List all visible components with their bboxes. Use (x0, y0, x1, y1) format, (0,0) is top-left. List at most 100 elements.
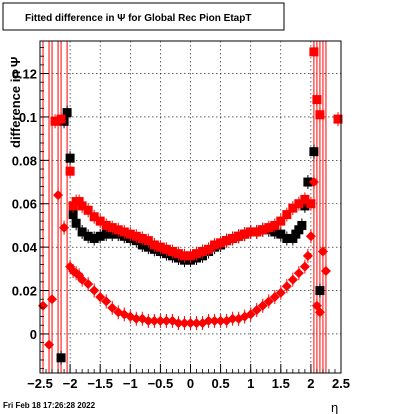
data-point-square (297, 220, 307, 230)
data-point-diamond (47, 294, 58, 305)
data-point-diamond (305, 231, 316, 242)
data-point-square (258, 225, 268, 235)
data-point-square (137, 233, 147, 243)
data-point-diamond (191, 318, 202, 329)
data-point-square (179, 251, 189, 261)
data-point-square (216, 238, 226, 248)
x-tick-label: −2 (63, 376, 78, 391)
data-point-square (186, 251, 195, 261)
data-point-square (89, 212, 99, 222)
data-point-diamond (161, 315, 172, 326)
data-points (38, 44, 343, 365)
data-point-diamond (101, 296, 112, 307)
data-point-square (222, 236, 232, 246)
data-point-square (95, 216, 105, 226)
data-point-diamond (302, 250, 313, 261)
x-tick-label: −1.5 (87, 376, 113, 391)
data-point-square (155, 242, 165, 252)
data-point-square (198, 246, 208, 256)
y-tick-label: 0.04 (12, 240, 38, 255)
data-point-square (294, 199, 304, 209)
y-tick-label: 0.12 (12, 67, 37, 82)
data-point-square (288, 203, 298, 213)
x-tick-label: 2.5 (332, 376, 350, 391)
data-point-square (282, 210, 292, 220)
data-point-square (173, 249, 183, 259)
y-tick-label: 0.1 (19, 110, 37, 125)
data-point-square (101, 229, 111, 239)
data-point-square (113, 225, 123, 235)
data-point-diamond (59, 222, 70, 233)
data-point-diamond (317, 246, 328, 257)
data-point-square (125, 229, 135, 239)
data-point-diamond (107, 302, 118, 313)
data-point-diamond (269, 292, 280, 303)
data-point-square (50, 116, 60, 126)
y-tick-label: 0.02 (12, 284, 37, 299)
data-point-diamond (281, 281, 292, 292)
data-point-square (65, 166, 75, 176)
data-point-diamond (314, 307, 325, 318)
data-point-square (333, 114, 343, 124)
x-tick-label: 2 (307, 376, 314, 391)
data-point-diamond (179, 318, 190, 329)
data-point-diamond (143, 315, 154, 326)
data-point-square (143, 236, 153, 246)
data-point-diamond (299, 261, 310, 272)
data-point-square (77, 201, 87, 211)
data-point-diamond (275, 287, 286, 298)
data-point-diamond (77, 274, 88, 285)
data-point-square (234, 231, 244, 241)
x-tick-label: 0 (187, 376, 194, 391)
data-point-square (270, 220, 280, 230)
data-point-square (62, 108, 72, 118)
data-point-diamond (293, 268, 304, 279)
data-point-square (309, 147, 319, 157)
data-point-square (68, 210, 78, 220)
data-point-square (264, 223, 274, 233)
data-point-square (65, 153, 75, 163)
data-point-square (192, 249, 202, 259)
y-tick-label: 0 (30, 327, 37, 342)
data-point-square (167, 246, 177, 256)
data-point-diamond (263, 296, 274, 307)
x-axis-label: η (331, 400, 338, 414)
data-point-square (77, 227, 87, 237)
data-point-square (228, 233, 238, 243)
data-point-diamond (257, 300, 268, 311)
data-point-square (107, 223, 117, 233)
data-point-square (83, 205, 93, 215)
data-point-square (210, 240, 220, 250)
data-point-diamond (209, 315, 220, 326)
data-point-diamond (251, 305, 262, 316)
data-point-diamond (131, 313, 142, 324)
data-point-square (252, 227, 262, 237)
data-point-square (161, 244, 171, 254)
x-tick-label: −0.5 (148, 376, 174, 391)
data-point-square (71, 218, 81, 228)
data-point-square (119, 227, 129, 237)
x-tick-label: −2.5 (27, 376, 53, 391)
data-point-square (131, 231, 141, 241)
x-tick-label: 1.5 (272, 376, 290, 391)
data-point-diamond (308, 177, 319, 188)
data-point-square (276, 229, 286, 239)
x-axis-ticks: −2.5 −2 −1.5 −1 −0.5 0 0.5 1 1.5 2 2.5 (27, 364, 350, 391)
y-tick-label: 0.06 (12, 197, 37, 212)
data-point-square (240, 229, 250, 239)
data-point-square (306, 199, 316, 209)
data-point-square (83, 231, 93, 241)
data-point-square (95, 231, 105, 241)
data-point-diamond (203, 315, 214, 326)
data-point-square (276, 216, 286, 226)
data-point-diamond (185, 318, 196, 329)
y-tick-label: 0.08 (12, 153, 37, 168)
x-tick-label: 0.5 (212, 376, 230, 391)
data-point-square (282, 233, 292, 243)
data-point-square (300, 194, 310, 204)
chart-title: Fitted difference in Ψ for Global Rec Pi… (25, 13, 251, 24)
data-point-square (204, 244, 214, 254)
y-axis-label: difference in Ψ (8, 57, 23, 148)
data-point-diamond (173, 318, 184, 329)
data-point-square (309, 47, 319, 57)
